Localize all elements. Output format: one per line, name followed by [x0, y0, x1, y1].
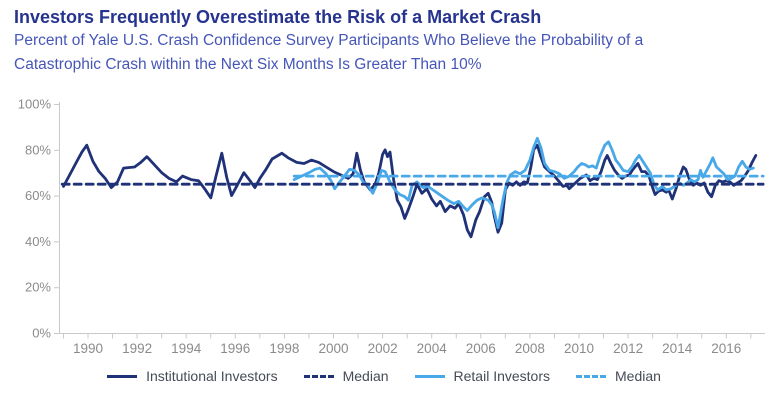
x-tick-label: 2012	[613, 341, 643, 356]
y-tick-label: 60%	[25, 188, 51, 203]
institutional-line-swatch	[107, 374, 138, 378]
legend-item-retail-median: Median	[576, 368, 661, 384]
chart-area: 0% 20% 40% 60% 80% 100% 1990 1992 1994 1996 1998 20…	[0, 90, 768, 362]
x-tick-label: 1990	[73, 341, 103, 356]
x-tick-label: 1994	[171, 341, 202, 356]
x-tick-label: 2000	[318, 341, 348, 356]
y-tick-label: 40%	[25, 234, 51, 249]
x-tick-label: 2004	[417, 341, 448, 356]
x-tick-label: 2002	[368, 341, 398, 356]
x-tick-label: 1996	[220, 341, 250, 356]
chart-header: Investors Frequently Overestimate the Ri…	[14, 5, 762, 77]
legend-label: Median	[342, 368, 389, 384]
legend-label: Retail Investors	[453, 368, 550, 384]
legend-item-institutional: Institutional Investors	[107, 368, 278, 384]
legend-item-retail: Retail Investors	[414, 368, 550, 384]
x-tick-label: 2006	[466, 341, 496, 356]
retail-median-swatch	[576, 374, 606, 378]
x-tick-label: 2014	[662, 341, 693, 356]
legend-label: Median	[615, 368, 661, 384]
x-tick-label: 2010	[564, 341, 594, 356]
x-tick-label: 2016	[711, 341, 741, 356]
x-tick-label: 1998	[269, 341, 299, 356]
y-tick-label: 0%	[32, 326, 51, 341]
chart-legend: Institutional Investors Median Retail In…	[0, 368, 768, 384]
crash-confidence-chart: 0% 20% 40% 60% 80% 100% 1990 1992 1994 1996 1998 20…	[18, 97, 765, 356]
legend-label: Institutional Investors	[146, 368, 278, 384]
institutional-median-swatch	[303, 374, 334, 378]
legend-item-institutional-median: Median	[303, 368, 389, 384]
retail-line-swatch	[414, 374, 445, 378]
institutional-investors-line	[62, 143, 758, 239]
y-tick-label: 20%	[25, 280, 51, 295]
y-tick-label: 80%	[25, 142, 51, 157]
chart-subtitle-line-2: Catastrophic Crash within the Next Six M…	[14, 56, 482, 73]
x-tick-label: 2008	[515, 341, 545, 356]
y-tick-label: 100%	[18, 97, 52, 112]
retail-investors-line	[292, 136, 755, 230]
x-tick-label: 1992	[122, 341, 152, 356]
chart-subtitle-line-1: Percent of Yale U.S. Crash Confidence Su…	[14, 32, 644, 49]
page-title: Investors Frequently Overestimate the Ri…	[14, 7, 542, 27]
